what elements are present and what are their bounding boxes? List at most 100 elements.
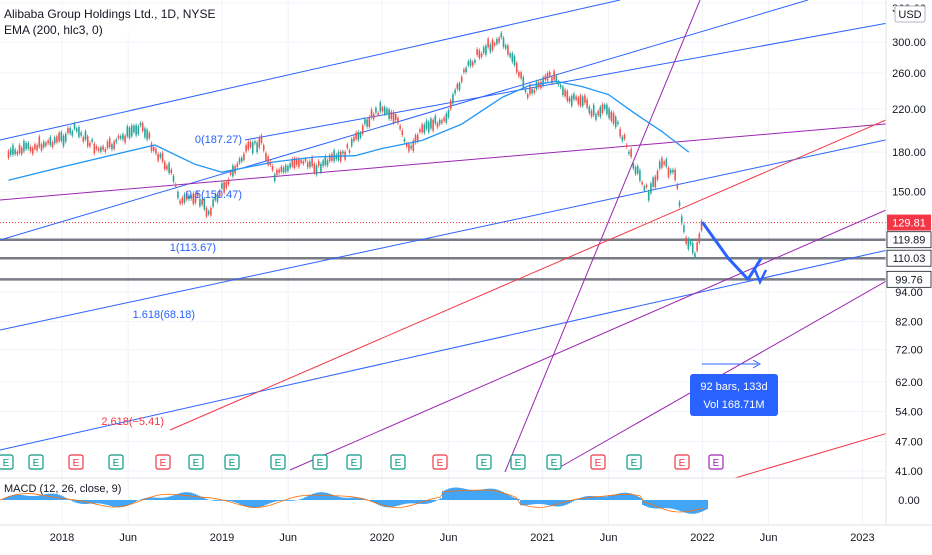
candle-body [208, 211, 210, 214]
candle-body [395, 114, 397, 120]
candle-body [298, 159, 300, 167]
macd-histogram-bar [94, 500, 96, 503]
earnings-badge-letter: E [113, 458, 120, 469]
earnings-badge-letter: E [481, 458, 488, 469]
grid [0, 0, 886, 525]
macd-histogram-bar [396, 500, 398, 506]
candle-body [349, 150, 351, 152]
earnings-badge-letter: E [160, 458, 167, 469]
candle-body [177, 192, 179, 198]
candle-body [505, 45, 507, 48]
macd-histogram-bar [414, 500, 416, 503]
macd-histogram-bar [588, 496, 590, 500]
candle-body [435, 116, 437, 124]
macd-histogram-bar [668, 500, 670, 508]
macd-histogram-bar [676, 500, 678, 510]
macd-histogram-bar [512, 497, 514, 500]
candle-body [650, 183, 652, 193]
candle-body [569, 98, 571, 102]
earnings-badge-letter: E [229, 458, 236, 469]
macd-histogram-bar [164, 497, 166, 500]
candle-body [138, 126, 140, 134]
candle-body [419, 129, 421, 132]
candle-body [644, 186, 646, 190]
candle-body [96, 146, 98, 148]
macd-histogram-bar [162, 498, 164, 500]
candle-body [470, 60, 472, 66]
candle-body [474, 60, 476, 63]
candle-body [78, 127, 80, 137]
candle-body [157, 154, 159, 161]
macd-histogram-bar [402, 500, 404, 504]
time-tick-label: 2022 [690, 532, 714, 544]
macd-histogram-bar [98, 500, 100, 503]
macd-histogram-bar [228, 500, 230, 501]
candle-body [514, 56, 516, 65]
candle-body [586, 99, 588, 107]
macd-histogram-bar [106, 500, 108, 505]
candle-body [360, 133, 362, 138]
candle-body [503, 38, 505, 47]
macd-histogram-bar [428, 500, 430, 503]
candle-body [523, 77, 525, 87]
symbol-title[interactable]: Alibaba Group Holdings Ltd., 1D, NYSE [4, 7, 215, 21]
macd-histogram-bar [58, 495, 60, 500]
time-tick-label: 2020 [370, 532, 394, 544]
ema-legend[interactable]: EMA (200, hlc3, 0) [4, 23, 103, 37]
candle-body [322, 160, 324, 165]
candle-body [589, 107, 591, 113]
candle-body [696, 242, 698, 251]
macd-histogram-bar [290, 500, 292, 501]
candle-body [369, 117, 371, 127]
macd-histogram-bar [590, 496, 592, 500]
macd-histogram-bar [174, 495, 176, 500]
candle-body [600, 107, 602, 117]
macd-histogram-bar [602, 497, 604, 500]
macd-histogram-bar [564, 500, 566, 505]
price-tick-label: 94.00 [895, 287, 923, 299]
macd-histogram-bar [690, 500, 692, 514]
candle-body [32, 148, 34, 154]
measure-volume-text: Vol 168.71M [703, 399, 764, 411]
candle-body [52, 142, 54, 147]
candle-body [410, 146, 412, 149]
macd-histogram-bar [666, 500, 668, 508]
macd-histogram-bar [472, 490, 474, 500]
macd-histogram-bar [276, 500, 278, 501]
macd-histogram-bar [154, 498, 156, 500]
candle-body [113, 141, 115, 149]
candle-body [472, 62, 474, 66]
macd-histogram-bar [538, 500, 540, 504]
candle-body [668, 168, 670, 177]
candle-body [652, 178, 654, 187]
macd-histogram-bar [482, 489, 484, 500]
candle-body [10, 149, 12, 155]
candle-body [105, 149, 107, 152]
macd-histogram-bar [56, 494, 58, 500]
price-tick-label: 41.00 [895, 466, 923, 478]
macd-histogram-bar [400, 500, 402, 505]
macd-histogram-bar [334, 496, 336, 500]
currency-badge[interactable]: USD [895, 6, 925, 22]
candle-body [613, 113, 615, 124]
macd-legend[interactable]: MACD (12, 26, close, 9) [4, 483, 121, 495]
macd-histogram-bar [216, 500, 218, 501]
candle-body [448, 110, 450, 117]
macd-histogram-bar [478, 490, 480, 500]
price-label: 110.03 [893, 253, 926, 265]
candle-body [303, 161, 305, 164]
earnings-badge-letter: E [395, 458, 402, 469]
candle-body [39, 136, 41, 146]
macd-histogram-bar [674, 500, 676, 509]
candle-body [221, 183, 223, 188]
macd-histogram-bar [112, 500, 114, 507]
candle-body [461, 77, 463, 82]
candle-body [578, 98, 580, 105]
candle-body [21, 148, 23, 154]
macd-histogram-bar [328, 494, 330, 500]
candle-body [283, 167, 285, 172]
